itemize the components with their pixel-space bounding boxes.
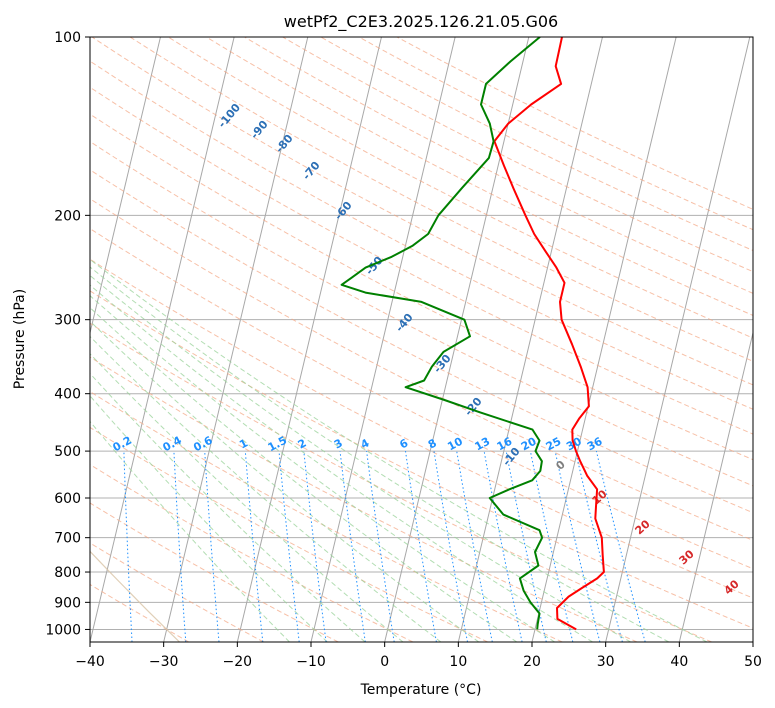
dry-adiabat bbox=[90, 258, 753, 599]
y-tick-label: 500 bbox=[54, 444, 81, 460]
series-lines bbox=[340, 37, 605, 631]
x-tick-label: 40 bbox=[670, 654, 688, 670]
mixing-ratio-line bbox=[456, 451, 493, 642]
mixing-ratio-label: 20 bbox=[519, 435, 539, 454]
y-tick-label: 900 bbox=[54, 595, 81, 611]
moist-adiabat bbox=[90, 420, 290, 642]
mixing-ratio-line bbox=[529, 451, 574, 642]
mixing-ratio-line bbox=[366, 451, 395, 642]
mixing-ratio-line bbox=[244, 451, 264, 642]
mixing-ratio-line bbox=[554, 450, 601, 642]
mixing-ratio-label: 13 bbox=[473, 435, 493, 454]
isotherm-line bbox=[90, 37, 161, 335]
y-axis-label: Pressure (hPa) bbox=[12, 289, 28, 389]
dry-adiabat bbox=[90, 198, 753, 541]
dry-adiabat bbox=[90, 426, 488, 642]
y-tick-label: 200 bbox=[54, 208, 81, 224]
x-tick-label: 20 bbox=[523, 654, 541, 670]
y-tick-label: 600 bbox=[54, 491, 81, 507]
temperature-line bbox=[493, 37, 605, 631]
x-tick-label: −20 bbox=[223, 654, 253, 670]
mixing-ratio-label: 16 bbox=[495, 435, 515, 454]
dry-adiabat bbox=[129, 37, 753, 362]
moist-adiabat bbox=[90, 335, 442, 642]
dry-adiabat bbox=[282, 37, 753, 273]
dry-adiabat bbox=[90, 86, 753, 435]
dry-adiabat bbox=[90, 322, 712, 642]
x-tick-label: 30 bbox=[597, 654, 615, 670]
y-axis: 100 200 300 400 500 600 700 800 900 1000 bbox=[45, 30, 90, 638]
x-tick-label: −30 bbox=[149, 654, 179, 670]
mixing-ratio-line bbox=[204, 451, 220, 642]
x-tick-label: 50 bbox=[744, 654, 762, 670]
y-tick-label: 100 bbox=[54, 30, 81, 46]
moist-adiabat bbox=[90, 295, 555, 642]
y-tick-label: 300 bbox=[54, 313, 81, 329]
moist-adiabat bbox=[90, 266, 670, 642]
mixing-ratio-label: 25 bbox=[544, 435, 564, 454]
isotherm-line bbox=[310, 37, 456, 642]
plot-frame bbox=[89, 36, 754, 643]
mixing-ratio-label: 10 bbox=[445, 435, 465, 454]
mixing-ratio-line bbox=[339, 451, 366, 642]
x-axis-label: Temperature (°C) bbox=[360, 682, 482, 698]
y-tick-label: 700 bbox=[54, 531, 81, 547]
isotherm-line bbox=[384, 37, 530, 642]
dry-adiabat bbox=[90, 140, 753, 487]
x-tick-label: −40 bbox=[75, 654, 105, 670]
x-tick-label: −10 bbox=[296, 654, 326, 670]
dewpoint-line bbox=[340, 37, 544, 630]
dry-adiabat bbox=[244, 37, 753, 294]
background-lines bbox=[90, 37, 753, 642]
dry-adiabat bbox=[90, 463, 414, 642]
y-tick-label: 1000 bbox=[45, 622, 81, 638]
dry-adiabat bbox=[91, 37, 753, 386]
dry-adiabat bbox=[90, 60, 753, 410]
isotherm-line bbox=[678, 330, 753, 642]
x-axis: −40 −30 −20 −10 0 10 20 30 40 50 bbox=[75, 642, 762, 670]
isotherm-line bbox=[457, 37, 603, 642]
moist-adiabat bbox=[90, 353, 404, 642]
mixing-ratio-line bbox=[483, 451, 523, 642]
moist-adiabat bbox=[90, 395, 328, 642]
moist-adiabat bbox=[90, 258, 708, 642]
isotherm-line bbox=[90, 37, 235, 642]
mixing-ratio-label: 36 bbox=[585, 435, 605, 454]
dry-adiabat bbox=[90, 228, 753, 570]
chart-title: wetPf2_C2E3.2025.126.21.05.G06 bbox=[284, 12, 558, 32]
isotherm-line bbox=[531, 37, 677, 642]
x-tick-label: 0 bbox=[380, 654, 389, 670]
dry-adiabat bbox=[90, 290, 753, 629]
x-tick-label: 10 bbox=[449, 654, 467, 670]
mixing-ratio-line bbox=[505, 451, 547, 642]
y-tick-label: 800 bbox=[54, 565, 81, 581]
moist-adiabat bbox=[90, 284, 593, 642]
isotherm-line bbox=[236, 37, 382, 642]
mixing-ratio-line bbox=[595, 450, 646, 642]
moist-adiabat bbox=[90, 320, 480, 642]
mixing-ratio-line bbox=[575, 450, 623, 642]
isotherm-line bbox=[605, 37, 751, 642]
dry-adiabat bbox=[396, 37, 753, 210]
mixing-ratio-line bbox=[278, 451, 300, 642]
dry-adiabat bbox=[90, 113, 753, 461]
isotherm-line bbox=[163, 37, 309, 642]
mixing-ratio-line bbox=[303, 451, 327, 642]
dry-adiabat bbox=[90, 502, 339, 642]
y-tick-label: 400 bbox=[54, 387, 81, 403]
